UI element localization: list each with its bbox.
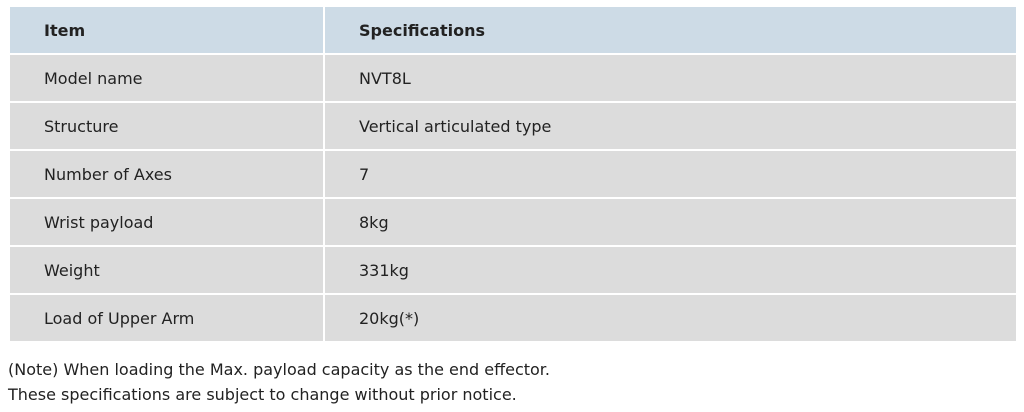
- row: Structure Vertical articulated type: [8, 101, 1018, 151]
- row: Number of Axes 7: [8, 149, 1018, 199]
- header-row: Item Specifications: [8, 5, 1018, 55]
- cell: Vertical articulated type: [323, 101, 1018, 151]
- table-body: Model name NVT8L Structure Vertical articul…: [8, 53, 1018, 343]
- cell: 7: [323, 149, 1018, 199]
- note: These specifications are subject to chan…: [8, 385, 517, 404]
- row: Weight 331kg: [8, 245, 1018, 295]
- row: Wrist payload 8kg: [8, 197, 1018, 247]
- row: Model name NVT8L: [8, 53, 1018, 103]
- cell: Load of Upper Arm: [8, 293, 325, 343]
- row: Load of Upper Arm 20kg(*): [8, 293, 1018, 343]
- cell: 331kg: [323, 245, 1018, 295]
- cell: Number of Axes: [8, 149, 325, 199]
- note: (Note) When loading the Max. payload cap…: [8, 360, 550, 379]
- notes: (Note) When loading the Max. payload cap…: [8, 357, 550, 407]
- cell: NVT8L: [323, 53, 1018, 103]
- header-cell: Item: [8, 5, 325, 55]
- spec-table: Item Specifications Model name NVT8L Struc…: [8, 5, 1018, 343]
- cell: Wrist payload: [8, 197, 325, 247]
- cell: Weight: [8, 245, 325, 295]
- header-cell: Specifications: [323, 5, 1018, 55]
- cell: 20kg(*): [323, 293, 1018, 343]
- cell: Structure: [8, 101, 325, 151]
- cell: 8kg: [323, 197, 1018, 247]
- cell: Model name: [8, 53, 325, 103]
